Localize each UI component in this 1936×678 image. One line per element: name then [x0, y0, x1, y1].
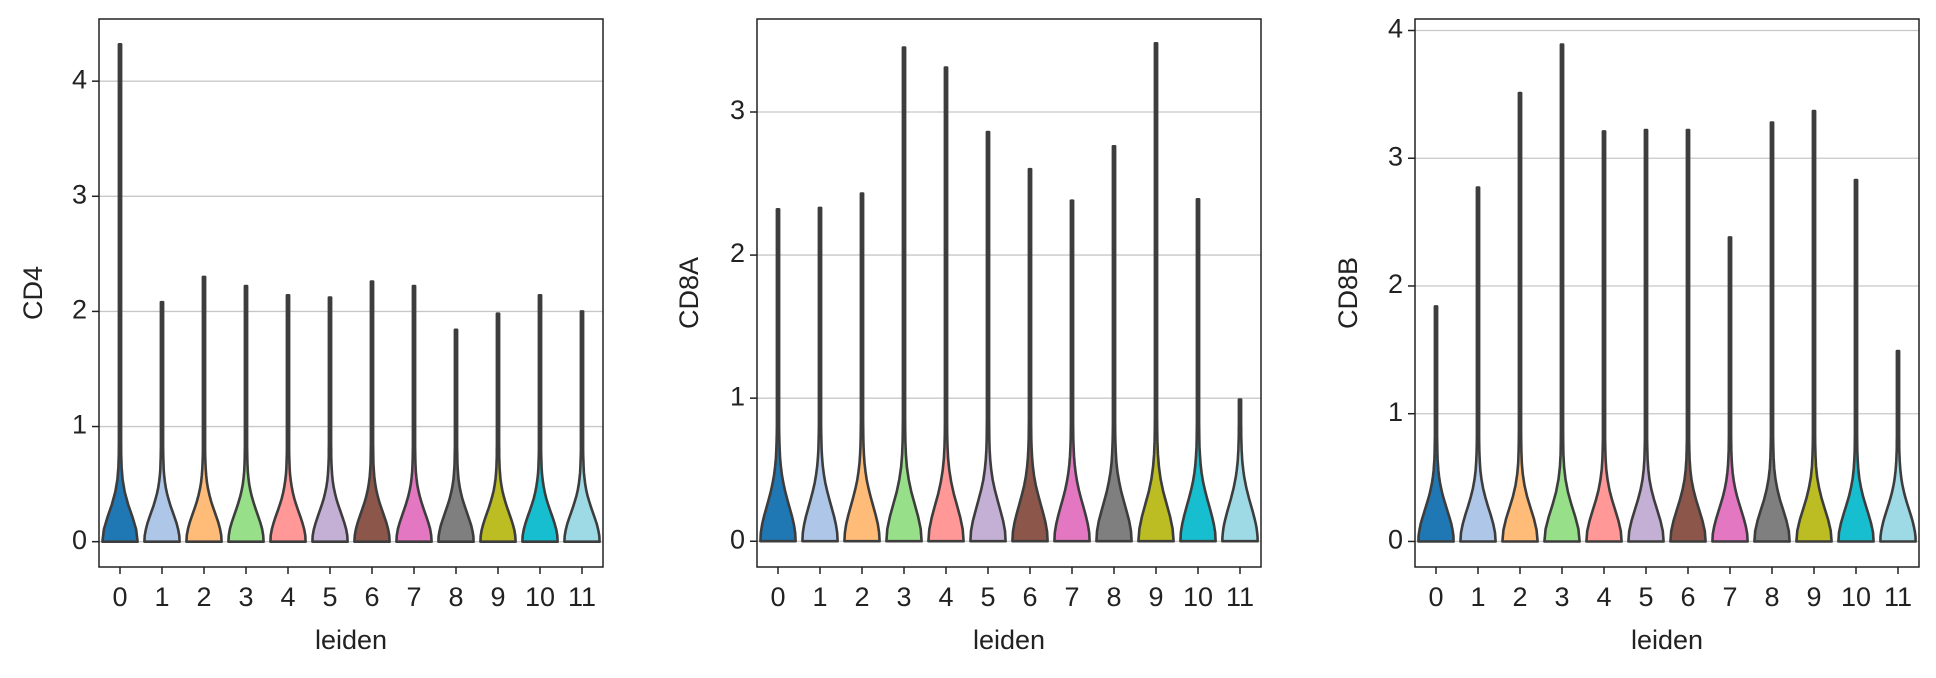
- x-axis-label: leiden: [1631, 625, 1703, 655]
- violin: [353, 280, 391, 543]
- x-tick-label: 8: [1764, 582, 1779, 612]
- y-tick-label: 3: [730, 95, 745, 125]
- violin: [1753, 121, 1791, 543]
- x-tick-label: 11: [1226, 582, 1254, 612]
- violin: [801, 206, 839, 543]
- violin: [1459, 186, 1497, 543]
- x-tick-label: 10: [525, 582, 555, 612]
- x-tick-label: 3: [896, 582, 911, 612]
- y-tick-label: 0: [72, 525, 87, 555]
- y-axis-label: CD8A: [674, 257, 704, 329]
- x-tick-label: 6: [364, 582, 379, 612]
- violin: [1137, 42, 1175, 543]
- x-tick-label: 0: [1428, 582, 1443, 612]
- violin: [1669, 128, 1707, 543]
- violin: [437, 328, 475, 543]
- violin: [1627, 128, 1665, 543]
- violin: [1501, 91, 1539, 543]
- y-tick-label: 4: [1388, 14, 1403, 44]
- x-tick-label: 6: [1680, 582, 1695, 612]
- x-tick-label: 2: [196, 582, 211, 612]
- violin: [269, 294, 307, 543]
- x-axis-label: leiden: [315, 625, 387, 655]
- violin: [227, 284, 265, 543]
- x-tick-label: 11: [568, 582, 596, 612]
- x-tick-label: 10: [1183, 582, 1213, 612]
- axes-frame: [756, 18, 1262, 568]
- y-axis-label: CD8B: [1333, 257, 1363, 329]
- x-tick-label: 3: [1554, 582, 1569, 612]
- x-tick-label: 3: [238, 582, 253, 612]
- x-tick-label: 11: [1884, 582, 1912, 612]
- violin: [759, 208, 797, 543]
- x-tick-label: 9: [490, 582, 505, 612]
- violin: [1417, 305, 1455, 543]
- violin: [1585, 130, 1623, 543]
- x-tick-label: 0: [112, 582, 127, 612]
- violin: [1095, 145, 1133, 543]
- y-tick-label: 3: [1388, 141, 1403, 171]
- x-tick-label: 5: [322, 582, 337, 612]
- violin: [885, 46, 923, 543]
- x-tick-label: 9: [1148, 582, 1163, 612]
- x-tick-label: 4: [938, 582, 953, 612]
- violin: [1543, 43, 1581, 543]
- x-tick-label: 7: [406, 582, 421, 612]
- violin: [927, 66, 965, 543]
- violin: [969, 130, 1007, 543]
- x-axis-label: leiden: [973, 625, 1045, 655]
- y-tick-label: 2: [72, 295, 87, 325]
- x-tick-label: 2: [854, 582, 869, 612]
- x-tick-label: 4: [1596, 582, 1611, 612]
- violin: [185, 275, 223, 543]
- y-tick-label: 4: [72, 64, 87, 94]
- x-tick-label: 2: [1512, 582, 1527, 612]
- x-tick-label: 7: [1064, 582, 1079, 612]
- y-tick-label: 1: [730, 381, 745, 411]
- x-tick-label: 1: [154, 582, 169, 612]
- x-tick-label: 1: [1470, 582, 1485, 612]
- violin: [311, 296, 349, 543]
- violin: [479, 312, 517, 543]
- violin: [843, 192, 881, 543]
- y-tick-label: 3: [72, 179, 87, 209]
- x-tick-label: 5: [980, 582, 995, 612]
- violin: [521, 294, 559, 543]
- x-tick-label: 7: [1722, 582, 1737, 612]
- violin: [1053, 199, 1091, 543]
- axes-frame: [98, 18, 604, 568]
- y-tick-label: 1: [72, 410, 87, 440]
- violin: [395, 284, 433, 543]
- y-tick-label: 0: [1388, 525, 1403, 555]
- x-tick-label: 6: [1022, 582, 1037, 612]
- y-tick-label: 2: [1388, 269, 1403, 299]
- violin: [563, 310, 601, 543]
- x-tick-label: 8: [448, 582, 463, 612]
- y-tick-label: 2: [730, 238, 745, 268]
- x-tick-label: 8: [1106, 582, 1121, 612]
- violin: [1795, 109, 1833, 543]
- x-tick-label: 10: [1841, 582, 1871, 612]
- violin: [1179, 198, 1217, 543]
- violin: [1221, 398, 1259, 543]
- x-tick-label: 4: [280, 582, 295, 612]
- x-tick-label: 0: [770, 582, 785, 612]
- violin: [1837, 178, 1875, 543]
- violin: [1011, 167, 1049, 543]
- violin: [143, 300, 181, 543]
- violin: [1879, 349, 1917, 543]
- y-tick-label: 0: [730, 524, 745, 554]
- x-tick-label: 1: [812, 582, 827, 612]
- y-tick-label: 1: [1388, 397, 1403, 427]
- x-tick-label: 5: [1638, 582, 1653, 612]
- violin: [101, 43, 139, 543]
- y-axis-label: CD4: [18, 266, 48, 320]
- violin: [1711, 236, 1749, 543]
- x-tick-label: 9: [1806, 582, 1821, 612]
- axes-frame: [1414, 18, 1920, 568]
